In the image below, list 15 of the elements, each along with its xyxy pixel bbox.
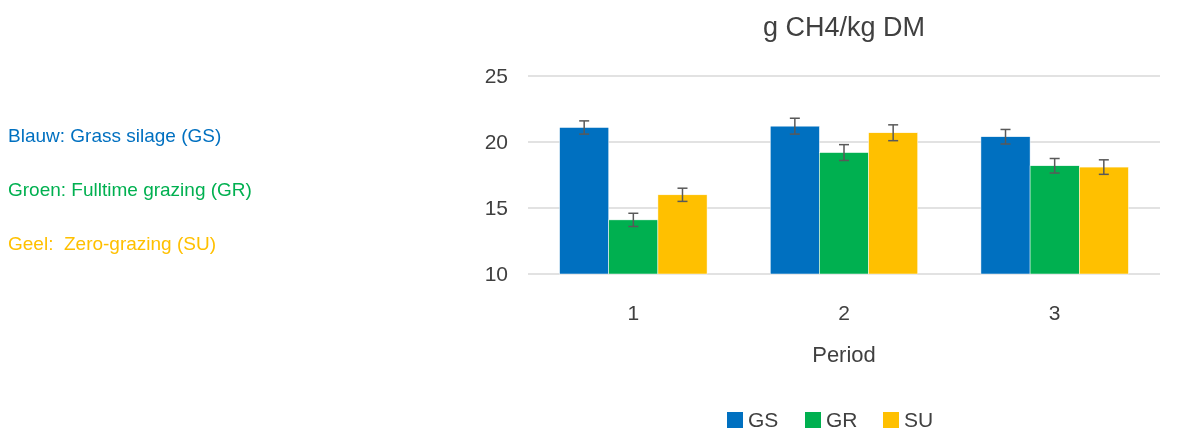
- y-tick-label: 10: [484, 262, 508, 286]
- x-tick-label: 3: [1048, 301, 1061, 324]
- text: Geel: Zero-grazing (SU): [8, 233, 217, 254]
- x-tick-label: 2: [838, 301, 850, 324]
- x-tick-label: 1: [627, 301, 640, 324]
- x-axis-title: Period: [812, 342, 876, 367]
- legend-label: SU: [904, 408, 934, 431]
- chart-title: g CH4/kg DM: [762, 12, 926, 42]
- legend-label: GS: [748, 408, 779, 431]
- y-tick-label: 15: [484, 196, 508, 220]
- y-tick-label: 20: [484, 130, 508, 154]
- text: Groen: Fulltime grazing (GR): [8, 179, 252, 200]
- y-tick-label: 25: [484, 64, 508, 88]
- text: Blauw: Grass silage (GS): [8, 125, 222, 146]
- legend-label: GR: [826, 408, 858, 431]
